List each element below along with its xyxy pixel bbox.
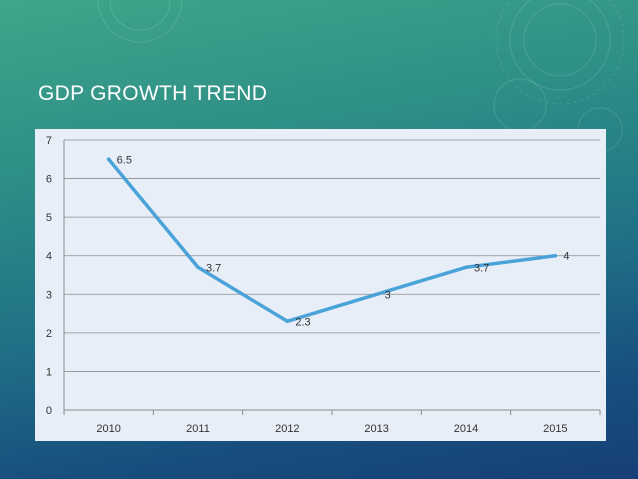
y-tick-label: 7: [46, 135, 52, 147]
x-tick-label: 2015: [543, 423, 567, 435]
data-point: [374, 292, 379, 297]
data-point: [464, 265, 468, 270]
data-label: 2.3: [295, 316, 310, 328]
line-chart: 0 1 2 3 4 5 6 7 2010 2011 2012 2013 2014 2015 6.5 3.7 2.…: [35, 129, 606, 441]
data-point: [285, 319, 290, 324]
y-tick-label: 1: [46, 366, 52, 378]
data-point: [106, 157, 111, 162]
slide-title: GDP GROWTH TREND: [38, 82, 268, 105]
y-tick-label: 3: [46, 289, 52, 301]
data-label: 3: [385, 289, 391, 301]
x-tick-label: 2013: [364, 423, 388, 435]
y-tick-label: 0: [46, 405, 52, 417]
y-tick-label: 6: [46, 174, 52, 186]
x-tick-label: 2012: [275, 423, 299, 435]
x-tick-label: 2010: [96, 423, 120, 435]
data-label: 3.7: [206, 262, 221, 274]
data-label: 6.5: [117, 154, 132, 166]
x-tick-label: 2011: [186, 423, 210, 435]
data-point: [553, 253, 558, 258]
y-tick-label: 4: [46, 251, 52, 263]
data-point: [196, 265, 200, 270]
chart-svg: 0 1 2 3 4 5 6 7 2010 2011 2012 2013 2014 2015 6.5 3.7 2.…: [46, 135, 601, 435]
data-label: 4: [563, 251, 569, 263]
y-tick-label: 2: [46, 328, 52, 340]
y-tick-label: 5: [46, 212, 52, 224]
x-tick-label: 2014: [454, 423, 478, 435]
series-line-gdp-growth: [106, 157, 558, 324]
data-label: 3.7: [474, 262, 489, 274]
